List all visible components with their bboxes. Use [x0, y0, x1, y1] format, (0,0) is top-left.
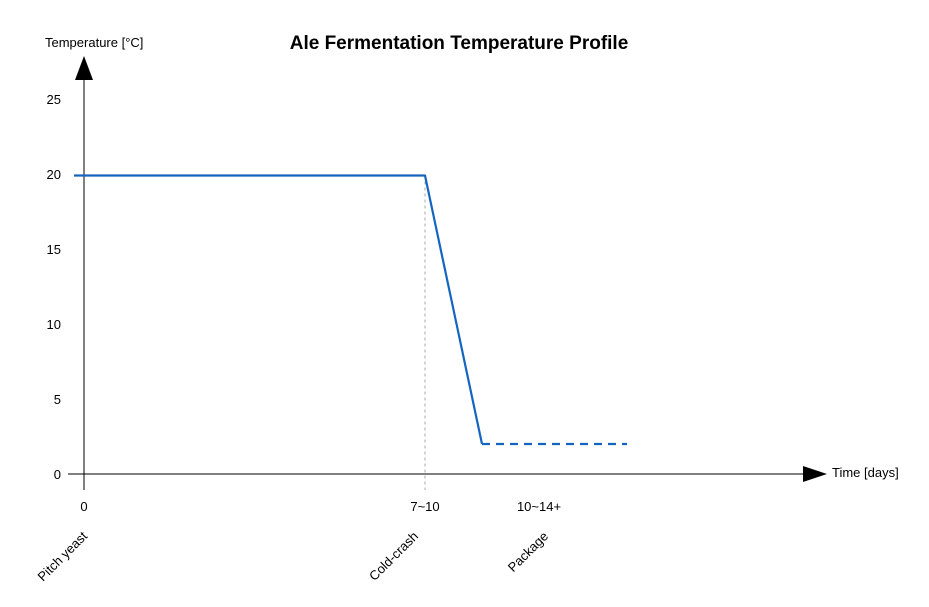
y-tick-label: 20 — [47, 167, 61, 182]
phase-label: Pitch yeast — [35, 528, 91, 584]
phase-label: Package — [505, 529, 551, 575]
x-tick-labels: 0 7~10 10~14+ — [80, 499, 561, 514]
x-tick-label: 7~10 — [410, 499, 439, 514]
y-axis-arrow — [75, 56, 93, 80]
y-tick-labels: 0 5 10 15 20 25 — [47, 92, 61, 482]
x-axis-label: Time [days] — [832, 465, 899, 480]
x-tick-label: 0 — [80, 499, 87, 514]
phase-labels: Pitch yeast Cold-crash Package — [35, 528, 552, 584]
phase-label: Cold-crash — [366, 529, 421, 584]
y-tick-label: 25 — [47, 92, 61, 107]
y-axis-label: Temperature [°C] — [45, 35, 143, 50]
series — [74, 174, 627, 446]
x-axis-arrow — [803, 466, 827, 482]
axes — [68, 56, 827, 490]
x-tick-label: 10~14+ — [517, 499, 561, 514]
series-0-segment-0 — [74, 174, 484, 445]
y-tick-label: 0 — [54, 467, 61, 482]
y-tick-label: 10 — [47, 317, 61, 332]
chart-title: Ale Fermentation Temperature Profile — [290, 33, 629, 54]
y-tick-label: 5 — [54, 392, 61, 407]
y-tick-label: 15 — [47, 242, 61, 257]
